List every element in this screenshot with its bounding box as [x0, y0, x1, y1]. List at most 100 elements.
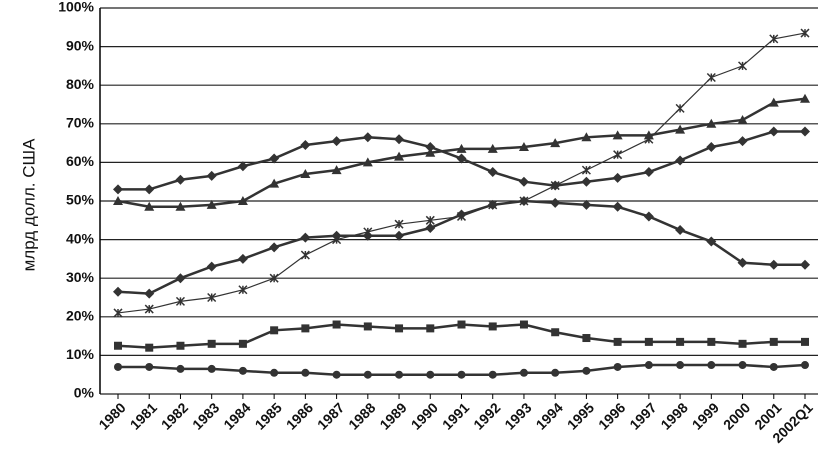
- marker: [207, 292, 217, 303]
- marker: [518, 196, 529, 206]
- marker: [518, 176, 529, 187]
- marker: [270, 368, 279, 377]
- marker: [269, 153, 280, 164]
- marker: [768, 259, 779, 270]
- marker: [456, 209, 467, 220]
- marker: [675, 124, 686, 134]
- x-tick-label: 1990: [408, 399, 441, 432]
- marker: [488, 322, 497, 331]
- marker: [113, 196, 123, 205]
- marker: [395, 370, 404, 379]
- marker: [114, 341, 122, 350]
- marker: [206, 199, 217, 209]
- marker: [612, 130, 623, 140]
- marker: [519, 320, 528, 329]
- x-tick-label: 1991: [439, 399, 472, 432]
- marker: [237, 196, 248, 205]
- marker: [457, 320, 466, 329]
- marker: [394, 134, 405, 145]
- marker: [582, 366, 591, 375]
- marker: [644, 337, 653, 346]
- marker: [394, 230, 405, 241]
- marker: [300, 140, 311, 151]
- marker: [175, 296, 185, 306]
- marker: [144, 304, 154, 314]
- marker: [769, 362, 778, 371]
- marker: [426, 324, 435, 333]
- marker: [394, 151, 405, 161]
- y-tick-label: 50%: [66, 192, 95, 208]
- marker: [581, 165, 591, 175]
- y-tick-label: 20%: [66, 308, 95, 324]
- marker: [581, 199, 592, 210]
- marker: [675, 224, 686, 235]
- marker: [613, 150, 623, 160]
- marker: [332, 370, 341, 379]
- marker: [613, 337, 622, 346]
- marker: [612, 172, 623, 183]
- marker: [675, 155, 686, 166]
- marker: [644, 361, 653, 370]
- marker: [738, 61, 748, 71]
- x-tick-label: 1997: [626, 399, 659, 432]
- marker: [707, 337, 716, 346]
- marker: [456, 143, 467, 153]
- marker: [706, 72, 716, 83]
- x-tick-label: 1982: [158, 399, 191, 432]
- marker: [237, 161, 248, 172]
- y-tick-label: 60%: [66, 153, 95, 169]
- marker: [269, 273, 279, 283]
- marker: [800, 93, 810, 103]
- marker: [238, 339, 247, 348]
- marker: [269, 178, 280, 188]
- marker: [395, 324, 404, 333]
- y-tick-label: 10%: [66, 346, 95, 362]
- x-tick-label: 1995: [564, 399, 597, 432]
- marker: [238, 366, 247, 375]
- marker: [551, 328, 560, 337]
- marker: [144, 201, 155, 211]
- marker: [801, 361, 809, 370]
- marker: [301, 368, 310, 377]
- marker: [738, 339, 747, 348]
- marker: [518, 141, 529, 151]
- marker: [331, 230, 342, 241]
- marker: [176, 364, 185, 373]
- marker: [769, 34, 779, 44]
- marker: [425, 147, 436, 157]
- x-tick-label: 1980: [95, 399, 128, 432]
- marker: [362, 230, 373, 241]
- marker: [300, 250, 310, 260]
- x-tick-label: 1988: [345, 399, 378, 432]
- x-tick-label: 1983: [189, 399, 222, 432]
- marker: [113, 286, 123, 297]
- marker: [238, 285, 248, 295]
- marker: [425, 215, 435, 225]
- marker: [270, 326, 279, 335]
- x-tick-label: 1986: [283, 399, 316, 432]
- marker: [144, 288, 155, 299]
- x-tick-label: 1987: [314, 399, 347, 432]
- marker: [675, 103, 685, 113]
- x-tick-label: 1984: [220, 399, 253, 432]
- marker: [706, 141, 717, 152]
- marker: [145, 362, 154, 371]
- marker: [394, 219, 404, 229]
- marker: [768, 97, 779, 107]
- marker: [332, 320, 341, 329]
- marker: [456, 153, 467, 164]
- marker: [426, 370, 435, 379]
- marker: [769, 337, 778, 346]
- x-tick-label: 1992: [470, 399, 503, 432]
- x-tick-label: 1996: [595, 399, 628, 432]
- marker: [113, 184, 123, 195]
- marker: [643, 167, 654, 178]
- y-tick-label: 100%: [58, 0, 94, 15]
- marker: [175, 273, 186, 284]
- marker: [550, 180, 561, 191]
- marker: [300, 168, 311, 178]
- marker: [706, 236, 717, 247]
- y-tick-label: 90%: [66, 37, 95, 53]
- x-tick-label: 1993: [501, 399, 534, 432]
